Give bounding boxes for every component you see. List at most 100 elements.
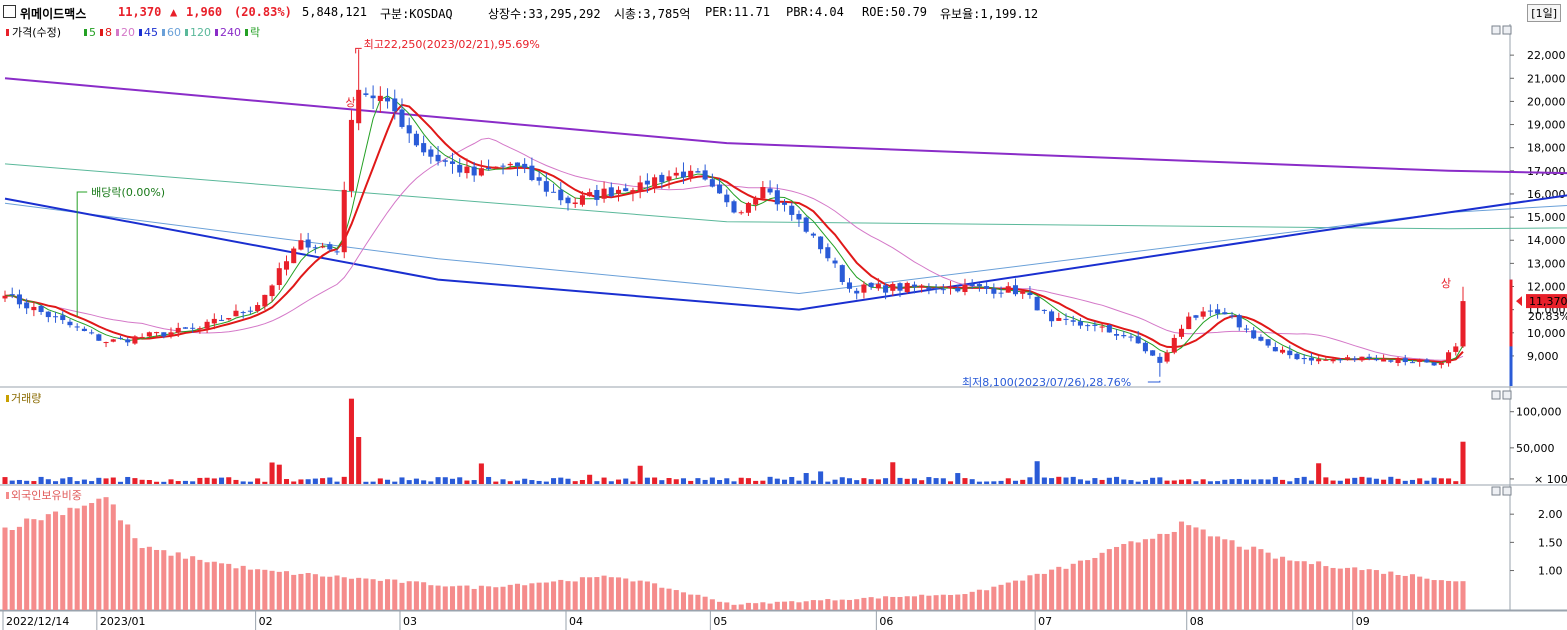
candle-body bbox=[81, 328, 87, 332]
volume-bar bbox=[789, 476, 795, 484]
foreign-bar bbox=[1077, 560, 1083, 610]
candle-body bbox=[1308, 357, 1314, 361]
foreign-bar bbox=[543, 582, 549, 610]
foreign-bar bbox=[1034, 573, 1040, 610]
candle-body bbox=[1417, 360, 1423, 362]
select-checkbox[interactable] bbox=[3, 5, 16, 18]
foreign-bar bbox=[334, 575, 340, 610]
candle-body bbox=[449, 161, 456, 164]
volume-bar bbox=[1251, 479, 1257, 484]
panel-close-button-2[interactable] bbox=[1502, 486, 1512, 496]
candle-body bbox=[1049, 311, 1055, 322]
candle-body bbox=[312, 247, 318, 249]
foreign-bar bbox=[45, 514, 51, 610]
foreign-bar bbox=[413, 581, 419, 610]
candle-body bbox=[579, 195, 585, 205]
candle-body bbox=[825, 247, 831, 259]
volume-bar bbox=[45, 479, 51, 484]
volume-bar bbox=[846, 478, 853, 484]
volume-bar bbox=[103, 478, 109, 484]
candle-body bbox=[839, 265, 845, 283]
period-selector[interactable]: [1일] bbox=[1527, 4, 1561, 22]
candle-body bbox=[1359, 356, 1365, 361]
volume-bar bbox=[558, 477, 564, 484]
low-annotation: 최저8,100(2023/07/26),28.76% bbox=[962, 376, 1131, 389]
volume-bar bbox=[154, 481, 160, 484]
candle-body bbox=[991, 288, 997, 294]
legend-label-5: 5 bbox=[89, 26, 96, 39]
volume-bar bbox=[1150, 477, 1156, 484]
candle-body bbox=[399, 109, 405, 127]
foreign-bar bbox=[666, 588, 672, 610]
candle-body bbox=[262, 294, 268, 307]
volume-legend-swatch bbox=[6, 395, 9, 402]
volume-bar bbox=[1280, 479, 1286, 484]
panel-close-button-1[interactable] bbox=[1502, 390, 1512, 400]
candle-body bbox=[240, 312, 246, 314]
volume-bar bbox=[630, 481, 636, 484]
volume-bar bbox=[680, 478, 687, 484]
candle-body bbox=[125, 339, 131, 343]
price-tick-label: 14,000 bbox=[1527, 234, 1566, 247]
foreign-bar bbox=[283, 571, 290, 610]
candle-body bbox=[803, 217, 809, 232]
volume-bar bbox=[1323, 477, 1329, 484]
volume-bar bbox=[608, 481, 614, 484]
foreign-bar bbox=[738, 604, 744, 610]
foreign-bar bbox=[435, 585, 441, 610]
price-tick-label: 10,000 bbox=[1527, 327, 1566, 340]
candle-body bbox=[103, 342, 109, 344]
candle-body bbox=[89, 332, 95, 334]
price-tick-label: 22,000 bbox=[1527, 49, 1566, 62]
reserve-ratio: 유보율:1,199.12 bbox=[940, 7, 1039, 21]
volume-bar bbox=[1178, 479, 1185, 484]
volume-bar bbox=[767, 476, 773, 484]
foreign-bar bbox=[1049, 569, 1055, 610]
panel-minimize-button-2[interactable] bbox=[1491, 486, 1501, 496]
candle-body bbox=[594, 189, 600, 200]
candle-body bbox=[327, 244, 333, 250]
volume-bar bbox=[745, 478, 751, 484]
volume-tick-label: 50,000 bbox=[1516, 442, 1555, 455]
x-axis-label: 03 bbox=[403, 615, 417, 628]
stock-name[interactable]: 위메이드맥스 bbox=[20, 7, 87, 21]
foreign-bar bbox=[320, 576, 326, 610]
volume-bar bbox=[897, 477, 903, 484]
foreign-bar bbox=[175, 552, 181, 610]
volume-bar bbox=[67, 477, 73, 484]
foreign-bar bbox=[1243, 549, 1249, 610]
panel-minimize-button-0[interactable] bbox=[1491, 25, 1501, 35]
foreign-bar bbox=[305, 572, 311, 610]
foreign-bar bbox=[1323, 566, 1329, 610]
candle-body bbox=[38, 305, 44, 313]
volume-bar bbox=[1135, 481, 1141, 484]
foreign-bar bbox=[1301, 561, 1307, 610]
volume-bar bbox=[623, 478, 629, 484]
volume-bar bbox=[276, 464, 282, 484]
volume-bar bbox=[348, 398, 354, 484]
foreign-bar bbox=[1431, 580, 1437, 610]
volume-bar bbox=[1424, 480, 1430, 484]
candle-body bbox=[1005, 286, 1011, 293]
foreign-bar bbox=[911, 596, 917, 610]
candle-body bbox=[984, 286, 990, 289]
volume-bar bbox=[644, 477, 650, 484]
volume-bar bbox=[341, 476, 347, 484]
panel-minimize-button-1[interactable] bbox=[1491, 390, 1501, 400]
volume-bar bbox=[1171, 480, 1177, 484]
volume-bar bbox=[774, 478, 780, 484]
foreign-bar bbox=[1135, 542, 1141, 610]
volume-bar bbox=[810, 480, 816, 484]
candle-body bbox=[507, 163, 513, 166]
volume-bar bbox=[1164, 480, 1170, 484]
volume-bar bbox=[240, 481, 246, 484]
volume-bar bbox=[702, 479, 708, 484]
foreign-bar bbox=[16, 526, 22, 610]
volume-bar bbox=[486, 476, 492, 484]
volume-bar bbox=[464, 480, 470, 484]
candle-body bbox=[630, 190, 636, 193]
volume-bar bbox=[976, 481, 982, 484]
volume-bar bbox=[933, 478, 939, 484]
panel-close-button-0[interactable] bbox=[1502, 25, 1512, 35]
candle-body bbox=[139, 336, 145, 338]
